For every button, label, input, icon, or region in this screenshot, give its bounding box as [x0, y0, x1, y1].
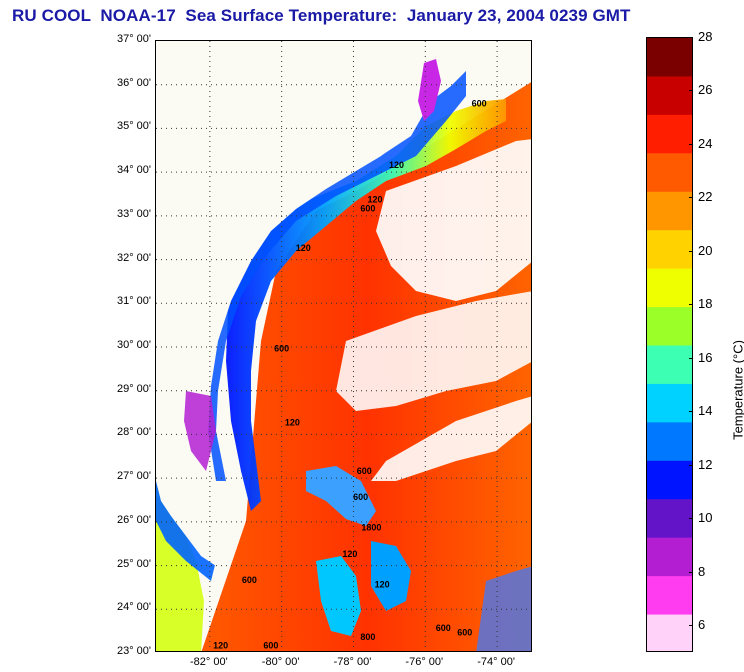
colorbar-tick-mark	[689, 250, 693, 252]
colorbar-tick-label: 18	[698, 296, 713, 312]
map-title: RU COOL NOAA-17 Sea Surface Temperature:…	[12, 6, 631, 25]
isobath-label: 600	[436, 623, 451, 633]
colorbar-segment	[647, 537, 692, 577]
colorbar-tick-mark	[689, 464, 693, 466]
colorbar-tick-mark	[689, 571, 693, 573]
colorbar-tick-label: 16	[698, 349, 713, 365]
colorbar-segment	[647, 614, 692, 651]
isobath-labels: 6001201206001206001206006001800120120600…	[213, 99, 487, 651]
colorbar-segment	[647, 307, 692, 346]
colorbar-tick-label: 6	[698, 617, 706, 633]
lat-tick-label: 36° 00'	[116, 76, 151, 89]
colorbar-tick-label: 24	[698, 135, 713, 151]
colorbar-tick-mark	[689, 625, 693, 627]
colorbar-segment	[647, 153, 692, 193]
lon-tick-label: -80° 00'	[261, 656, 300, 668]
colorbar-segment	[647, 191, 692, 231]
colorbar-tick-mark	[689, 304, 693, 306]
isobath-label: 120	[368, 195, 383, 205]
isobath-label: 600	[472, 99, 487, 109]
coastal-magenta-patch-north	[418, 59, 441, 121]
cloud-mask-north	[376, 139, 531, 301]
colorbar-label: Temperature (°C)	[718, 290, 744, 490]
colorbar-segment	[647, 383, 692, 423]
lat-tick-label: 37° 00'	[116, 33, 151, 45]
lat-tick-label: 24° 00'	[116, 601, 151, 614]
shelf-water	[226, 99, 506, 511]
lat-tick-label: 23° 00'	[116, 645, 151, 657]
lat-tick-label: 34° 00'	[116, 164, 151, 177]
lat-tick-label: 31° 00'	[116, 295, 151, 308]
colorbar-tick-label: 20	[698, 242, 713, 258]
isobath-label: 120	[342, 549, 357, 559]
colorbar-segment	[647, 499, 692, 539]
colorbar-tick-label: 26	[698, 82, 713, 98]
sst-map-canvas: 6001201206001206001206006001800120120600…	[156, 41, 531, 651]
land-us-mainland	[156, 41, 426, 566]
colorbar-segment	[647, 38, 692, 77]
isobath-label: 120	[389, 160, 404, 170]
lat-tick-label: 30° 00'	[116, 339, 151, 351]
lat-tick-label: 33° 00'	[116, 207, 151, 220]
lon-tick-label: -82° 00'	[189, 656, 228, 668]
colorbar-segment	[647, 268, 692, 308]
colorbar-segment	[647, 576, 692, 616]
lon-tick-label: -74° 00'	[477, 656, 515, 668]
lat-tick-label: 26° 00'	[116, 513, 151, 526]
colorbar-tick-mark	[689, 518, 693, 520]
colorbar-tick-label: 10	[698, 510, 713, 526]
colorbar-tick-label: 22	[698, 189, 713, 205]
isobath-label: 600	[263, 641, 278, 651]
lat-tick-label: 29° 00'	[116, 382, 151, 395]
colorbar-tick-label: 8	[698, 563, 706, 579]
colorbar-tick-mark	[689, 37, 693, 38]
bahamas-bank-andros	[371, 541, 411, 611]
cloud-mask-mid	[336, 291, 531, 411]
colorbar-tick-label: 14	[698, 403, 713, 419]
graticule	[156, 41, 531, 651]
colorbar	[646, 37, 693, 652]
lat-tick-label: 35° 00'	[116, 120, 151, 133]
isobath-label: 120	[296, 243, 311, 253]
inner-shelf-blue	[206, 71, 466, 481]
colorbar-tick-mark	[689, 357, 693, 359]
isobath-label: 600	[357, 466, 372, 476]
colorbar-segment	[647, 345, 692, 385]
coastal-magenta-patch-florida	[184, 391, 216, 471]
isobath-label: 600	[360, 203, 375, 213]
bahamas-bank-grand	[306, 466, 376, 526]
colorbar-segment	[647, 230, 692, 270]
isobath-label: 600	[457, 628, 472, 638]
colorbar-tick-mark	[689, 411, 693, 413]
colorbar-tick-mark	[689, 143, 693, 145]
cloud-mask-east	[371, 396, 531, 481]
lon-tick-label: -76° 00'	[405, 656, 444, 668]
colorbar-tick-mark	[689, 197, 693, 199]
lon-tick-label: -78° 00'	[333, 656, 372, 668]
lat-tick-label: 28° 00'	[116, 426, 151, 439]
isobath-label: 600	[242, 575, 257, 585]
isobath-label: 1800	[361, 523, 381, 533]
isobath-label: 120	[213, 641, 228, 651]
colorbar-gradient	[647, 38, 692, 651]
bahamas-bank-great	[316, 556, 361, 636]
se-cool-patch	[476, 566, 531, 651]
lat-tick-label: 32° 00'	[116, 251, 151, 264]
colorbar-tick-label: 12	[698, 456, 713, 472]
sst-map[interactable]: 600 120 120 600 120 600 120 600 600 1800 120 120 600…	[155, 40, 532, 652]
lat-tick-label: 27° 00'	[116, 470, 151, 483]
isobath-label: 600	[353, 492, 368, 502]
colorbar-segment	[647, 422, 692, 462]
isobath-label: 120	[285, 418, 300, 428]
isobath-label: 600	[274, 343, 289, 353]
colorbar-segment	[647, 460, 692, 500]
lat-tick-label: 25° 00'	[116, 557, 151, 570]
colorbar-segment	[647, 76, 692, 116]
isobath-label: 800	[360, 632, 375, 642]
isobath-label: 120	[375, 579, 390, 589]
colorbar-tick-label: 28	[698, 29, 713, 44]
colorbar-segment	[647, 114, 692, 154]
colorbar-label-text: Temperature (°C)	[730, 340, 744, 440]
colorbar-tick-mark	[689, 90, 693, 92]
